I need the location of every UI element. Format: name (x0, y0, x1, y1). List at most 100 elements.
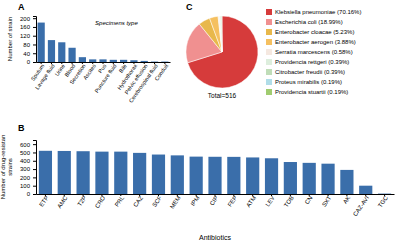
x-tick: CRO (94, 194, 107, 209)
tick-mark (33, 18, 36, 19)
bar (95, 152, 108, 194)
bar-panel: B0100200300400500600ETPAMCT2PCROPRLCAZSC… (0, 123, 394, 241)
y-tick: 500 (20, 150, 36, 156)
bar (265, 158, 278, 194)
x-tick: ATM (245, 194, 257, 208)
axis-line (37, 194, 395, 195)
x-tick-label: CIP (209, 195, 220, 207)
pie-panel: CTotal=516Klebsiella pneumoniae (70.16%)… (186, 2, 361, 99)
y-axis-title: Number of drug-resistanstrains (0, 135, 13, 200)
x-tick: PRL (114, 194, 126, 208)
x-tick: ETP (38, 194, 50, 208)
legend-label: Citrobacter freudii (0.39%) (275, 69, 345, 75)
bar (141, 61, 148, 62)
x-tick-label: AMC (56, 194, 69, 209)
pie-slice (221, 16, 223, 52)
legend-item: Proteus mirabilis (0.19%) (266, 79, 342, 85)
bar (359, 186, 372, 194)
x-tick: Cerebrospinal fluid (128, 62, 159, 104)
legend-label: Enterobacter aerogen (3.88%) (275, 39, 356, 45)
bar (68, 48, 75, 62)
legend-item: Escherichia coli (18.99%) (266, 19, 343, 25)
y-tick: 40 (23, 51, 36, 57)
legend-swatch (266, 89, 272, 95)
x-tick-label: ETP (38, 195, 50, 208)
y-tick-label: 200 (20, 16, 31, 22)
x-tick-label: Cerebrospinal fluid (128, 63, 159, 104)
tick-mark (33, 169, 36, 170)
bar (378, 193, 391, 194)
legend-label: Providencia stuartii (0.19%) (275, 89, 348, 95)
legend-item: Enterobacter aerogen (3.88%) (266, 39, 356, 45)
pie-slice (220, 16, 222, 52)
tick-mark (33, 53, 36, 54)
y-axis-title: Number of strain (7, 17, 13, 61)
x-tick: AK (342, 194, 352, 205)
x-axis: ETPAMCT2PCROPRLCAZSCFMEMIPMCIPFEPATMLEVT… (37, 194, 395, 217)
bar (89, 59, 96, 62)
y-tick: 160 (20, 24, 36, 30)
y-tick-label: 0 (27, 191, 31, 197)
bar (246, 157, 259, 194)
x-tick-label: TGC (377, 194, 390, 208)
x-tick: TGC (377, 194, 390, 209)
x-tick: CN (304, 194, 314, 205)
y-tick-label: 200 (20, 175, 31, 181)
bar (190, 157, 203, 194)
y-tick-label: 0 (27, 59, 31, 65)
bar (120, 60, 127, 62)
y-tick-label: 600 (20, 142, 31, 148)
y-tick-label: 100 (20, 183, 31, 189)
x-tick: CIP (209, 194, 220, 207)
x-tick: IPM (190, 194, 201, 207)
legend-swatch (266, 9, 272, 15)
x-tick-label: SXT (321, 195, 333, 208)
y-axis-title-line: strains (7, 158, 13, 176)
tick-mark (33, 144, 36, 145)
y-tick: 300 (20, 166, 36, 172)
x-tick: SCF (151, 194, 163, 208)
x-tick: AMC (56, 194, 69, 209)
y-tick: 0 (27, 59, 36, 65)
y-tick: 200 (20, 175, 36, 181)
legend-label: Enterobacter cloacae (5.23%) (275, 29, 354, 35)
bar (161, 61, 168, 62)
legend-item: Providencia rettgeri (0.39%) (266, 59, 349, 65)
bar-panel: A04080120160200SputumLavage fluidUrineBl… (7, 2, 171, 104)
axis-line (33, 141, 37, 195)
bar (340, 170, 353, 194)
bar (48, 40, 55, 62)
legend-label: Escherichia coli (18.99%) (275, 19, 343, 25)
annotation: Specimens type (95, 20, 138, 26)
y-tick-label: 120 (20, 33, 31, 39)
y-axis: 0 100 200 300 400 500 600 (20, 141, 37, 198)
tick-mark (33, 186, 36, 187)
bar (130, 60, 137, 62)
x-tick: LEV (265, 194, 276, 208)
legend-swatch (266, 69, 272, 75)
bars (39, 151, 391, 194)
x-tick-label: Puncture fluid (93, 63, 117, 94)
legend-swatch (266, 49, 272, 55)
tick-mark (33, 152, 36, 153)
x-tick: CAZ (132, 194, 144, 208)
pie-slice (210, 16, 222, 52)
x-tick-label: MEM (169, 195, 182, 210)
y-tick: 400 (20, 158, 36, 164)
bar (110, 60, 117, 62)
panel-label: B (18, 123, 25, 133)
legend-item: Enterobacter cloacae (5.23%) (266, 29, 354, 35)
tick-mark (33, 36, 36, 37)
bar (114, 152, 127, 194)
bar (303, 163, 316, 194)
x-tick-label: CN (304, 195, 314, 206)
legend-item: Serratia marcescens (0.58%) (266, 49, 353, 55)
pie-slice (219, 16, 222, 52)
bar (321, 164, 334, 194)
x-tick-label: Ascites (82, 63, 97, 81)
legend-swatch (266, 19, 272, 25)
y-axis-title-line: Number of strain (7, 17, 13, 61)
x-tick-label: FEP (227, 195, 239, 208)
bar (39, 151, 52, 194)
x-tick: SXT (321, 194, 333, 208)
